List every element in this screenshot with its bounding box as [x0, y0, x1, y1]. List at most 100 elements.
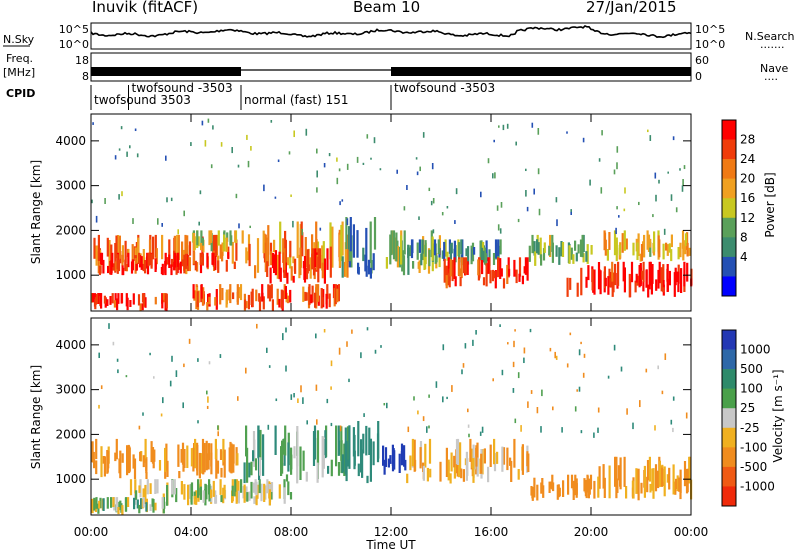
time-axis-label: Time UT [365, 538, 416, 552]
range-time-cell [118, 501, 121, 511]
range-time-cell [166, 485, 169, 506]
range-time-cell [632, 481, 635, 499]
range-time-cell [612, 272, 615, 293]
range-time-cell [193, 491, 196, 500]
scatter-cell [417, 410, 419, 415]
range-time-cell [142, 488, 145, 502]
range-time-cell [688, 247, 691, 256]
range-time-cell [348, 425, 351, 469]
range-time-cell [438, 255, 441, 268]
range-time-cell [589, 474, 593, 490]
range-time-cell [369, 438, 372, 482]
range-time-cell [262, 296, 265, 310]
scatter-cell [366, 134, 369, 139]
range-time-cell [171, 479, 174, 495]
range-time-cell [296, 457, 299, 484]
range-time-cell [103, 456, 106, 477]
range-time-cell [365, 227, 368, 272]
scatter-cell [197, 420, 199, 424]
scatter-cell [431, 163, 434, 170]
range-time-cell [603, 477, 606, 498]
range-time-cell [491, 269, 494, 282]
range-time-cell [479, 240, 482, 261]
range-time-cell [225, 237, 228, 252]
scatter-cell [654, 172, 657, 179]
freq-label-line1: Freq. [6, 52, 33, 65]
scatter-cell [270, 120, 273, 123]
noise-right-tick-top: 10^5 [695, 23, 725, 36]
range-time-cell [102, 498, 105, 511]
range-time-cell [344, 242, 347, 277]
range-time-cell [662, 280, 665, 288]
range-time-cell [465, 248, 468, 257]
range-time-cell [459, 442, 462, 472]
colorbar-tick-label: 25 [740, 401, 755, 415]
range-time-cell [214, 256, 217, 271]
range-time-cell [247, 251, 250, 261]
range-time-cell [92, 451, 95, 463]
range-time-cell [206, 252, 209, 268]
range-time-cell [651, 468, 654, 491]
range-time-cell [311, 285, 314, 303]
scatter-cell [670, 419, 673, 425]
colorbar-swatch [722, 237, 736, 258]
range-time-cell [262, 230, 265, 254]
range-time-cell [552, 482, 555, 492]
scatter-cell [616, 146, 619, 153]
scatter-cell [515, 141, 517, 146]
range-time-cell [482, 277, 486, 286]
range-time-cell [566, 277, 569, 297]
range-time-cell [252, 482, 256, 493]
range-time-cell [231, 490, 234, 503]
scatter-cell [492, 378, 494, 382]
range-time-cell [166, 257, 169, 265]
power-colorbar-label: Power [dB] [763, 172, 777, 237]
range-time-cell [221, 242, 224, 256]
colorbar-tick-label: 16 [740, 191, 755, 205]
range-time-cell [485, 240, 488, 262]
range-time-cell [129, 300, 132, 307]
range-time-cell [334, 284, 337, 305]
range-time-cell [257, 425, 260, 457]
range-time-cell [683, 261, 686, 287]
scatter-cell [533, 188, 535, 195]
range-time-cell [255, 481, 258, 496]
range-time-cell [497, 257, 500, 278]
scatter-cell [580, 430, 583, 434]
range-time-cell [419, 447, 422, 469]
scatter-cell [607, 375, 610, 379]
range-time-cell [115, 235, 118, 259]
range-time-cell [337, 462, 341, 476]
range-time-cell [506, 447, 509, 471]
scatter-cell [341, 199, 344, 202]
range-time-cell [187, 484, 190, 506]
colorbar-swatch [722, 486, 736, 507]
range-time-cell [457, 259, 460, 276]
range-time-cell [337, 284, 340, 302]
ytick-label: 1000 [55, 268, 86, 282]
range-time-cell [141, 303, 144, 311]
range-time-cell [207, 293, 210, 307]
scatter-cell [98, 404, 100, 409]
range-time-cell [325, 294, 328, 309]
scatter-cell [339, 425, 342, 432]
range-time-cell [315, 239, 318, 254]
range-time-cell [286, 295, 290, 304]
freq-block [91, 67, 241, 76]
colorbar-tick-label: 12 [740, 211, 755, 225]
colorbar-swatch [722, 330, 736, 350]
range-time-cell [324, 439, 327, 456]
range-time-cell [328, 293, 331, 308]
range-time-cell [99, 497, 102, 509]
range-time-cell [582, 253, 585, 263]
range-time-cell [206, 302, 209, 311]
scatter-cell [566, 363, 569, 368]
scatter-cell [526, 206, 529, 212]
range-time-cell [308, 284, 311, 305]
range-time-cell [144, 297, 147, 308]
range-time-cell [686, 242, 689, 257]
time-axis-ticks: 00:00 04:00 08:00 12:00 16:00 20:00 00:00 [74, 114, 708, 539]
range-time-cell [93, 237, 96, 259]
range-time-cell [316, 462, 319, 483]
xtick-label: 00:00 [74, 525, 109, 539]
